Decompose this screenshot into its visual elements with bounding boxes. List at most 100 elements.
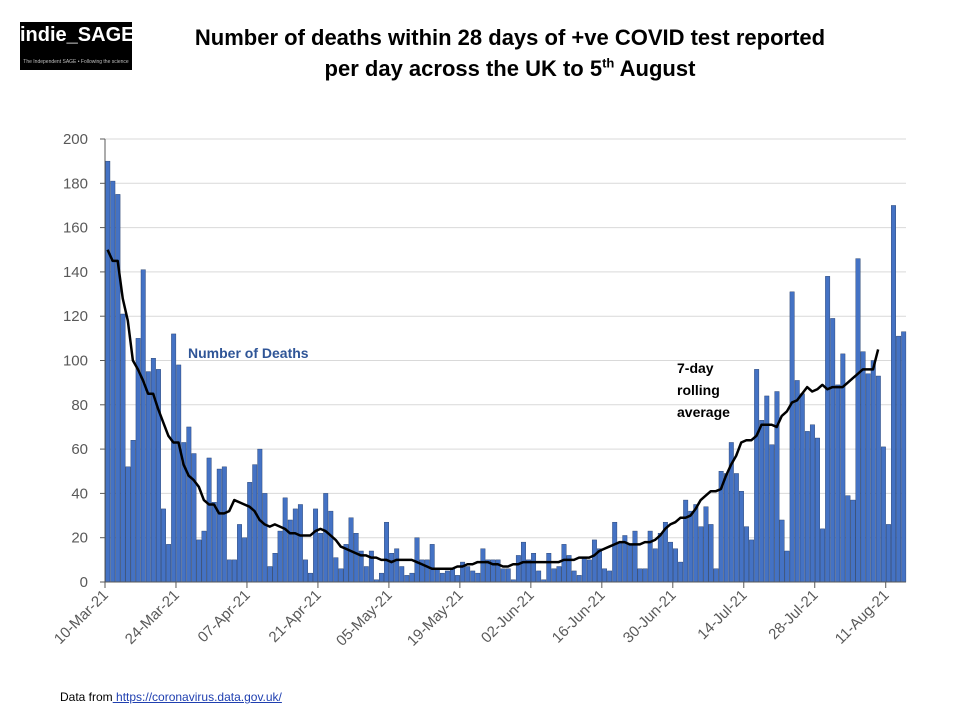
bar — [723, 473, 729, 583]
bar — [789, 291, 795, 583]
x-tick-label: 21-Apr-21 — [266, 587, 325, 646]
bar — [637, 568, 643, 583]
bar — [404, 575, 410, 583]
bar — [221, 466, 227, 583]
bar — [865, 373, 871, 583]
bar — [399, 566, 405, 583]
bar — [602, 568, 607, 583]
bar — [799, 393, 805, 583]
bar — [115, 194, 121, 583]
bar — [368, 550, 374, 583]
bar — [855, 258, 861, 583]
bar — [216, 468, 222, 583]
bar — [536, 570, 542, 583]
bar — [323, 493, 329, 583]
bar — [150, 358, 156, 583]
y-tick-label: 40 — [71, 485, 88, 502]
bar — [166, 544, 172, 583]
y-tick-label: 80 — [71, 397, 88, 414]
bar — [744, 526, 749, 583]
bar — [145, 371, 151, 583]
bar — [678, 561, 684, 583]
bar — [835, 384, 841, 583]
x-tick-label: 10-Mar-21 — [51, 587, 112, 648]
bar — [120, 313, 126, 583]
bar — [465, 566, 471, 583]
bar — [303, 559, 308, 583]
bar — [308, 572, 313, 583]
bar — [886, 524, 891, 583]
series-label-deaths: Number of Deaths — [188, 345, 309, 361]
bar — [749, 539, 755, 583]
bar — [500, 568, 506, 583]
bar — [267, 566, 273, 583]
bar — [891, 205, 896, 583]
bar — [870, 360, 876, 583]
bar — [414, 537, 420, 583]
bar — [338, 568, 344, 583]
rolling-average-line — [106, 249, 880, 570]
bar — [475, 572, 481, 583]
bar — [875, 375, 881, 583]
data-source-link[interactable]: https://coronavirus.data.gov.uk/ — [112, 690, 282, 704]
bar — [896, 335, 902, 583]
bar — [698, 526, 704, 583]
x-tick-label: 11-Aug-21 — [832, 587, 893, 648]
bar — [754, 369, 760, 583]
logo-tagline: The Independent SAGE • Following the sci… — [23, 59, 129, 65]
bar — [647, 530, 653, 583]
bar — [277, 530, 283, 583]
chart-title-line1: Number of deaths within 28 days of +ve C… — [194, 25, 826, 50]
x-tick-label: 05-May-21 — [333, 587, 396, 650]
bar — [262, 493, 268, 583]
bar — [739, 490, 744, 583]
data-source: Data from https://coronavirus.data.gov.u… — [60, 690, 282, 704]
x-tick-label: 24-Mar-21 — [122, 587, 183, 648]
bar — [531, 553, 537, 583]
bar — [794, 380, 800, 583]
bar — [561, 544, 567, 583]
bar — [176, 364, 182, 583]
bar — [140, 269, 146, 583]
bar — [191, 453, 197, 583]
bar — [825, 276, 831, 583]
bar — [363, 566, 369, 583]
bar — [607, 570, 613, 583]
bar — [693, 504, 699, 583]
bar — [424, 559, 430, 583]
bar — [409, 572, 415, 583]
bar — [769, 444, 775, 583]
bar — [242, 537, 248, 583]
bar — [394, 548, 400, 583]
bar — [703, 506, 709, 583]
bar — [186, 426, 192, 583]
bar — [627, 544, 633, 583]
bar — [226, 559, 232, 583]
bar — [652, 548, 658, 583]
bar — [196, 539, 202, 583]
bar — [546, 553, 552, 583]
bar — [845, 495, 851, 583]
chart-title: Number of deaths within 28 days of +ve C… — [150, 22, 870, 84]
axes — [100, 138, 906, 588]
logo-text: indie_SAGE — [20, 24, 135, 46]
bar — [774, 391, 780, 583]
bar — [830, 318, 836, 583]
bar — [586, 559, 592, 583]
bar — [389, 553, 395, 583]
bar — [318, 533, 324, 583]
bar — [804, 431, 810, 583]
bar — [612, 521, 618, 583]
x-tick-label: 30-Jun-21 — [620, 587, 680, 647]
bar — [713, 568, 719, 583]
bar — [297, 504, 303, 583]
bar — [480, 548, 486, 583]
bar — [860, 351, 866, 583]
y-tick-label: 180 — [63, 175, 88, 192]
bar — [581, 557, 587, 583]
bar — [353, 533, 359, 583]
bar — [470, 570, 476, 583]
bar — [779, 519, 785, 583]
bar — [688, 510, 694, 583]
bar — [551, 568, 557, 583]
